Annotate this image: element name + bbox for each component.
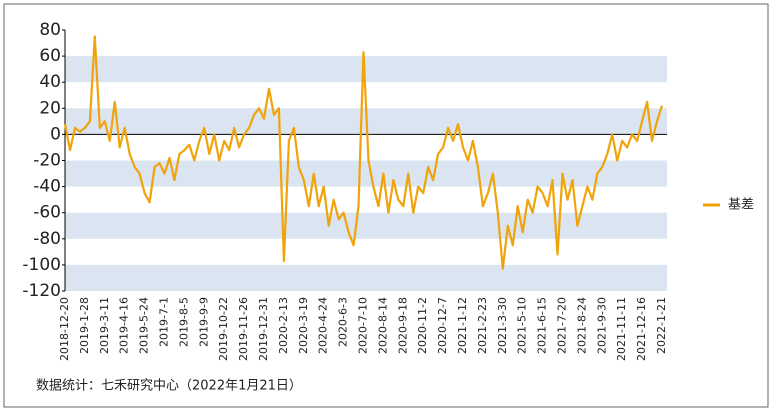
x-tick-label: 2021-12-16 [635,297,648,361]
x-tick-label: 2019-8-5 [177,297,190,347]
x-tick-label: 2020-7-10 [357,297,370,354]
x-tick-label: 2020-12-7 [436,297,449,354]
x-tick-label: 2021-8-24 [575,297,588,354]
x-tick-label: 2020-6-3 [337,297,350,347]
y-tick-label: -40 [33,177,61,197]
grid-band [65,212,667,239]
grid-band [65,264,667,291]
x-tick-label: 2020-11-2 [416,297,429,354]
x-tick-label: 2021-6-15 [536,297,549,354]
x-tick-label: 2021-3-30 [496,297,509,354]
x-tick-label: 2022-1-21 [655,297,668,354]
x-tick-label: 2021-7-20 [556,297,569,354]
y-tick-label: 20 [39,98,61,118]
y-tick-label: 80 [39,20,61,40]
x-tick-label: 2020-8-14 [376,297,389,354]
x-tick-label: 2020-3-19 [297,297,310,354]
y-tick-label: 60 [39,46,61,66]
y-tick-label: -80 [33,229,61,249]
x-tick-label: 2019-7-1 [158,297,171,347]
x-tick-label: 2021-1-12 [456,297,469,354]
y-tick-label: 40 [39,72,61,92]
x-tick-label: 2021-9-30 [595,297,608,354]
x-tick-label: 2020-9-18 [396,297,409,354]
legend-label: 基差 [728,198,754,213]
x-tick-label: 2019-3-11 [98,297,111,354]
y-tick-label: -120 [22,281,61,301]
x-tick-label: 2019-1-28 [78,297,91,354]
x-tick-label: 2019-9-9 [197,297,210,347]
x-tick-label: 2019-11-26 [237,297,250,361]
x-tick-label: 2020-4-24 [317,297,330,354]
series-line [63,35,664,270]
y-tick-label: -60 [33,203,61,223]
x-tick-label: 2019-12-31 [257,297,270,361]
x-tick-label: 2021-11-11 [615,297,628,361]
frame [3,3,769,408]
grid-band [65,56,667,83]
source-note: 数据统计：七禾研究中心（2022年1月21日） [36,379,302,394]
x-tick-label: 2019-4-16 [118,297,131,354]
x-tick-label: 2019-5-24 [138,297,151,354]
x-tick-label: 2021-2-23 [476,297,489,354]
x-tick-label: 2019-10-22 [217,297,230,361]
x-tick-label: 2021-5-10 [516,297,529,354]
grid-band [65,160,667,187]
y-tick-label: 0 [50,124,61,144]
x-tick-label: 2018-12-20 [58,297,71,361]
y-tick-label: -100 [22,255,61,275]
x-tick-label: 2020-2-13 [277,297,290,354]
y-tick-label: -20 [33,151,61,171]
